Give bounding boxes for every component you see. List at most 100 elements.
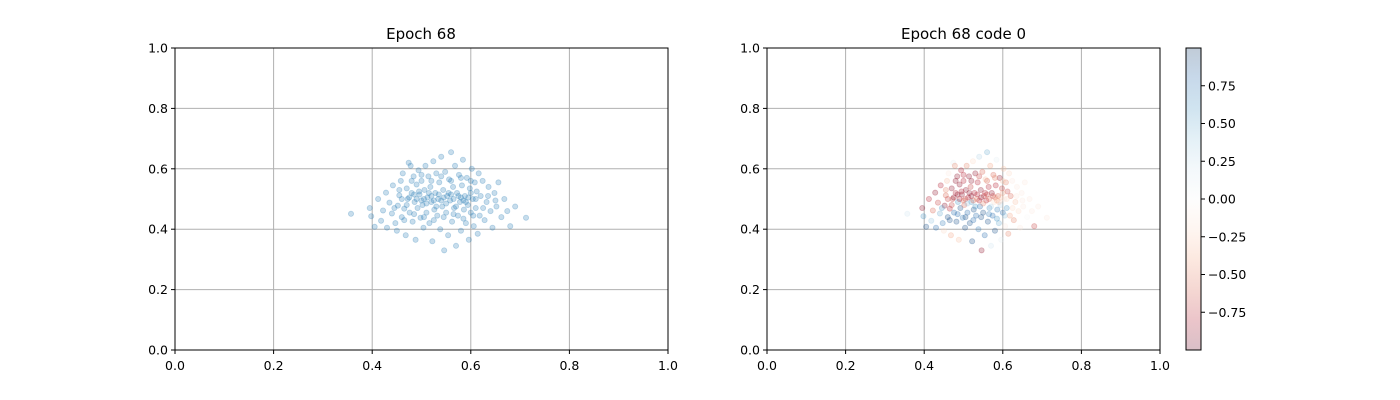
scatter-point xyxy=(966,173,973,180)
scatter-point xyxy=(411,191,418,198)
scatter-point xyxy=(936,210,943,217)
scatter-point xyxy=(1003,205,1010,212)
x-tick-label: 0.4 xyxy=(362,358,382,373)
scatter-point xyxy=(396,186,403,193)
y-tick-label: 1.0 xyxy=(740,41,760,56)
scatter-point xyxy=(952,189,959,196)
scatter-point xyxy=(956,181,963,188)
scatter-point xyxy=(405,159,412,166)
scatter-point xyxy=(1031,223,1038,230)
scatter-point xyxy=(410,173,417,180)
chart-title: Epoch 68 xyxy=(386,25,456,43)
scatter-point xyxy=(448,191,455,198)
scatter-point xyxy=(962,186,969,193)
scatter-point xyxy=(970,206,977,213)
scatter-point xyxy=(470,223,477,230)
scatter-point xyxy=(398,214,405,221)
scatter-point xyxy=(950,194,957,201)
scatter-point xyxy=(409,218,416,225)
scatter-point xyxy=(925,195,932,202)
scatter-point xyxy=(398,195,405,202)
colorbar-tick-label: 0.00 xyxy=(1208,192,1236,207)
scatter-point xyxy=(473,188,480,195)
scatter-point xyxy=(459,156,466,163)
scatter-point xyxy=(427,183,434,190)
scatter-point xyxy=(464,202,471,209)
scatter-point xyxy=(1001,212,1008,219)
scatter-point xyxy=(485,183,492,190)
scatter-point xyxy=(411,211,418,218)
scatter-point xyxy=(458,182,465,189)
scatter-point xyxy=(419,202,426,209)
scatter-point xyxy=(969,238,976,245)
scatter-point xyxy=(422,162,429,169)
scatter-point xyxy=(1001,195,1008,202)
scatter-point xyxy=(988,203,995,210)
scatter-point xyxy=(994,206,1001,213)
scatter-point xyxy=(489,224,496,231)
scatter-point xyxy=(413,181,420,188)
colorbar-tick-label: 0.50 xyxy=(1208,116,1236,131)
scatter-point xyxy=(986,195,993,202)
scatter-point xyxy=(968,199,975,206)
scatter-point xyxy=(940,227,947,234)
scatter-point xyxy=(453,242,460,249)
scatter-point xyxy=(991,199,998,206)
scatter-point xyxy=(944,214,951,221)
scatter-point xyxy=(1004,188,1011,195)
scatter-point xyxy=(425,173,432,180)
scatter-point xyxy=(962,214,969,221)
scatter-point xyxy=(989,212,996,219)
scatter-point xyxy=(1013,192,1020,199)
scatter-point xyxy=(423,200,430,207)
scatter-point xyxy=(434,212,441,219)
scatter-point xyxy=(457,227,464,234)
scatter-point xyxy=(937,182,944,189)
scatter-point xyxy=(438,197,445,204)
scatter-point xyxy=(999,177,1006,184)
scatter-point xyxy=(941,202,948,209)
scatter-point xyxy=(954,173,961,180)
scatter-point xyxy=(1024,214,1031,221)
scatter-point xyxy=(416,188,423,195)
x-tick-label: 0.6 xyxy=(461,358,481,373)
scatter-point xyxy=(987,162,994,169)
scatter-point xyxy=(990,171,997,178)
scatter-point xyxy=(428,177,435,184)
scatter-point xyxy=(997,202,1004,209)
scatter-point xyxy=(988,242,995,249)
scatter-chart-code: Epoch 68 code 0 0.0 0.2 0.4 0.6 0.8 1.0 0.0 0.2… xyxy=(740,25,1170,373)
scatter-point xyxy=(968,177,975,184)
scatter-point xyxy=(471,179,478,186)
scatter-point xyxy=(904,210,911,217)
scatter-point xyxy=(999,189,1006,196)
scatter-point xyxy=(440,214,447,221)
scatter-point xyxy=(954,211,961,218)
x-tick-label: 0.4 xyxy=(914,358,934,373)
scatter-point xyxy=(1003,195,1010,202)
scatter-point xyxy=(403,202,410,209)
scatter-point xyxy=(480,205,487,212)
scatter-point xyxy=(968,192,975,199)
scatter-point xyxy=(977,186,984,193)
scatter-point xyxy=(451,205,458,212)
y-tick-label: 0.0 xyxy=(148,343,168,358)
scatter-point xyxy=(1021,179,1028,186)
scatter-point xyxy=(1043,214,1050,221)
scatter-point xyxy=(455,192,462,199)
scatter-point xyxy=(407,162,414,169)
scatter-point xyxy=(954,199,961,206)
scatter-point xyxy=(954,191,961,198)
scatter-point xyxy=(450,183,457,190)
scatter-point xyxy=(348,210,355,217)
scatter-point xyxy=(452,162,459,169)
scatter-point xyxy=(406,209,413,216)
scatter-point xyxy=(429,238,436,245)
scatter-point xyxy=(453,203,460,210)
scatter-point xyxy=(399,170,406,177)
scatter-point xyxy=(1017,224,1024,231)
scatter-point xyxy=(952,177,959,184)
scatter-point xyxy=(960,197,967,204)
scatter-point xyxy=(435,191,442,198)
scatter-point xyxy=(950,159,957,166)
